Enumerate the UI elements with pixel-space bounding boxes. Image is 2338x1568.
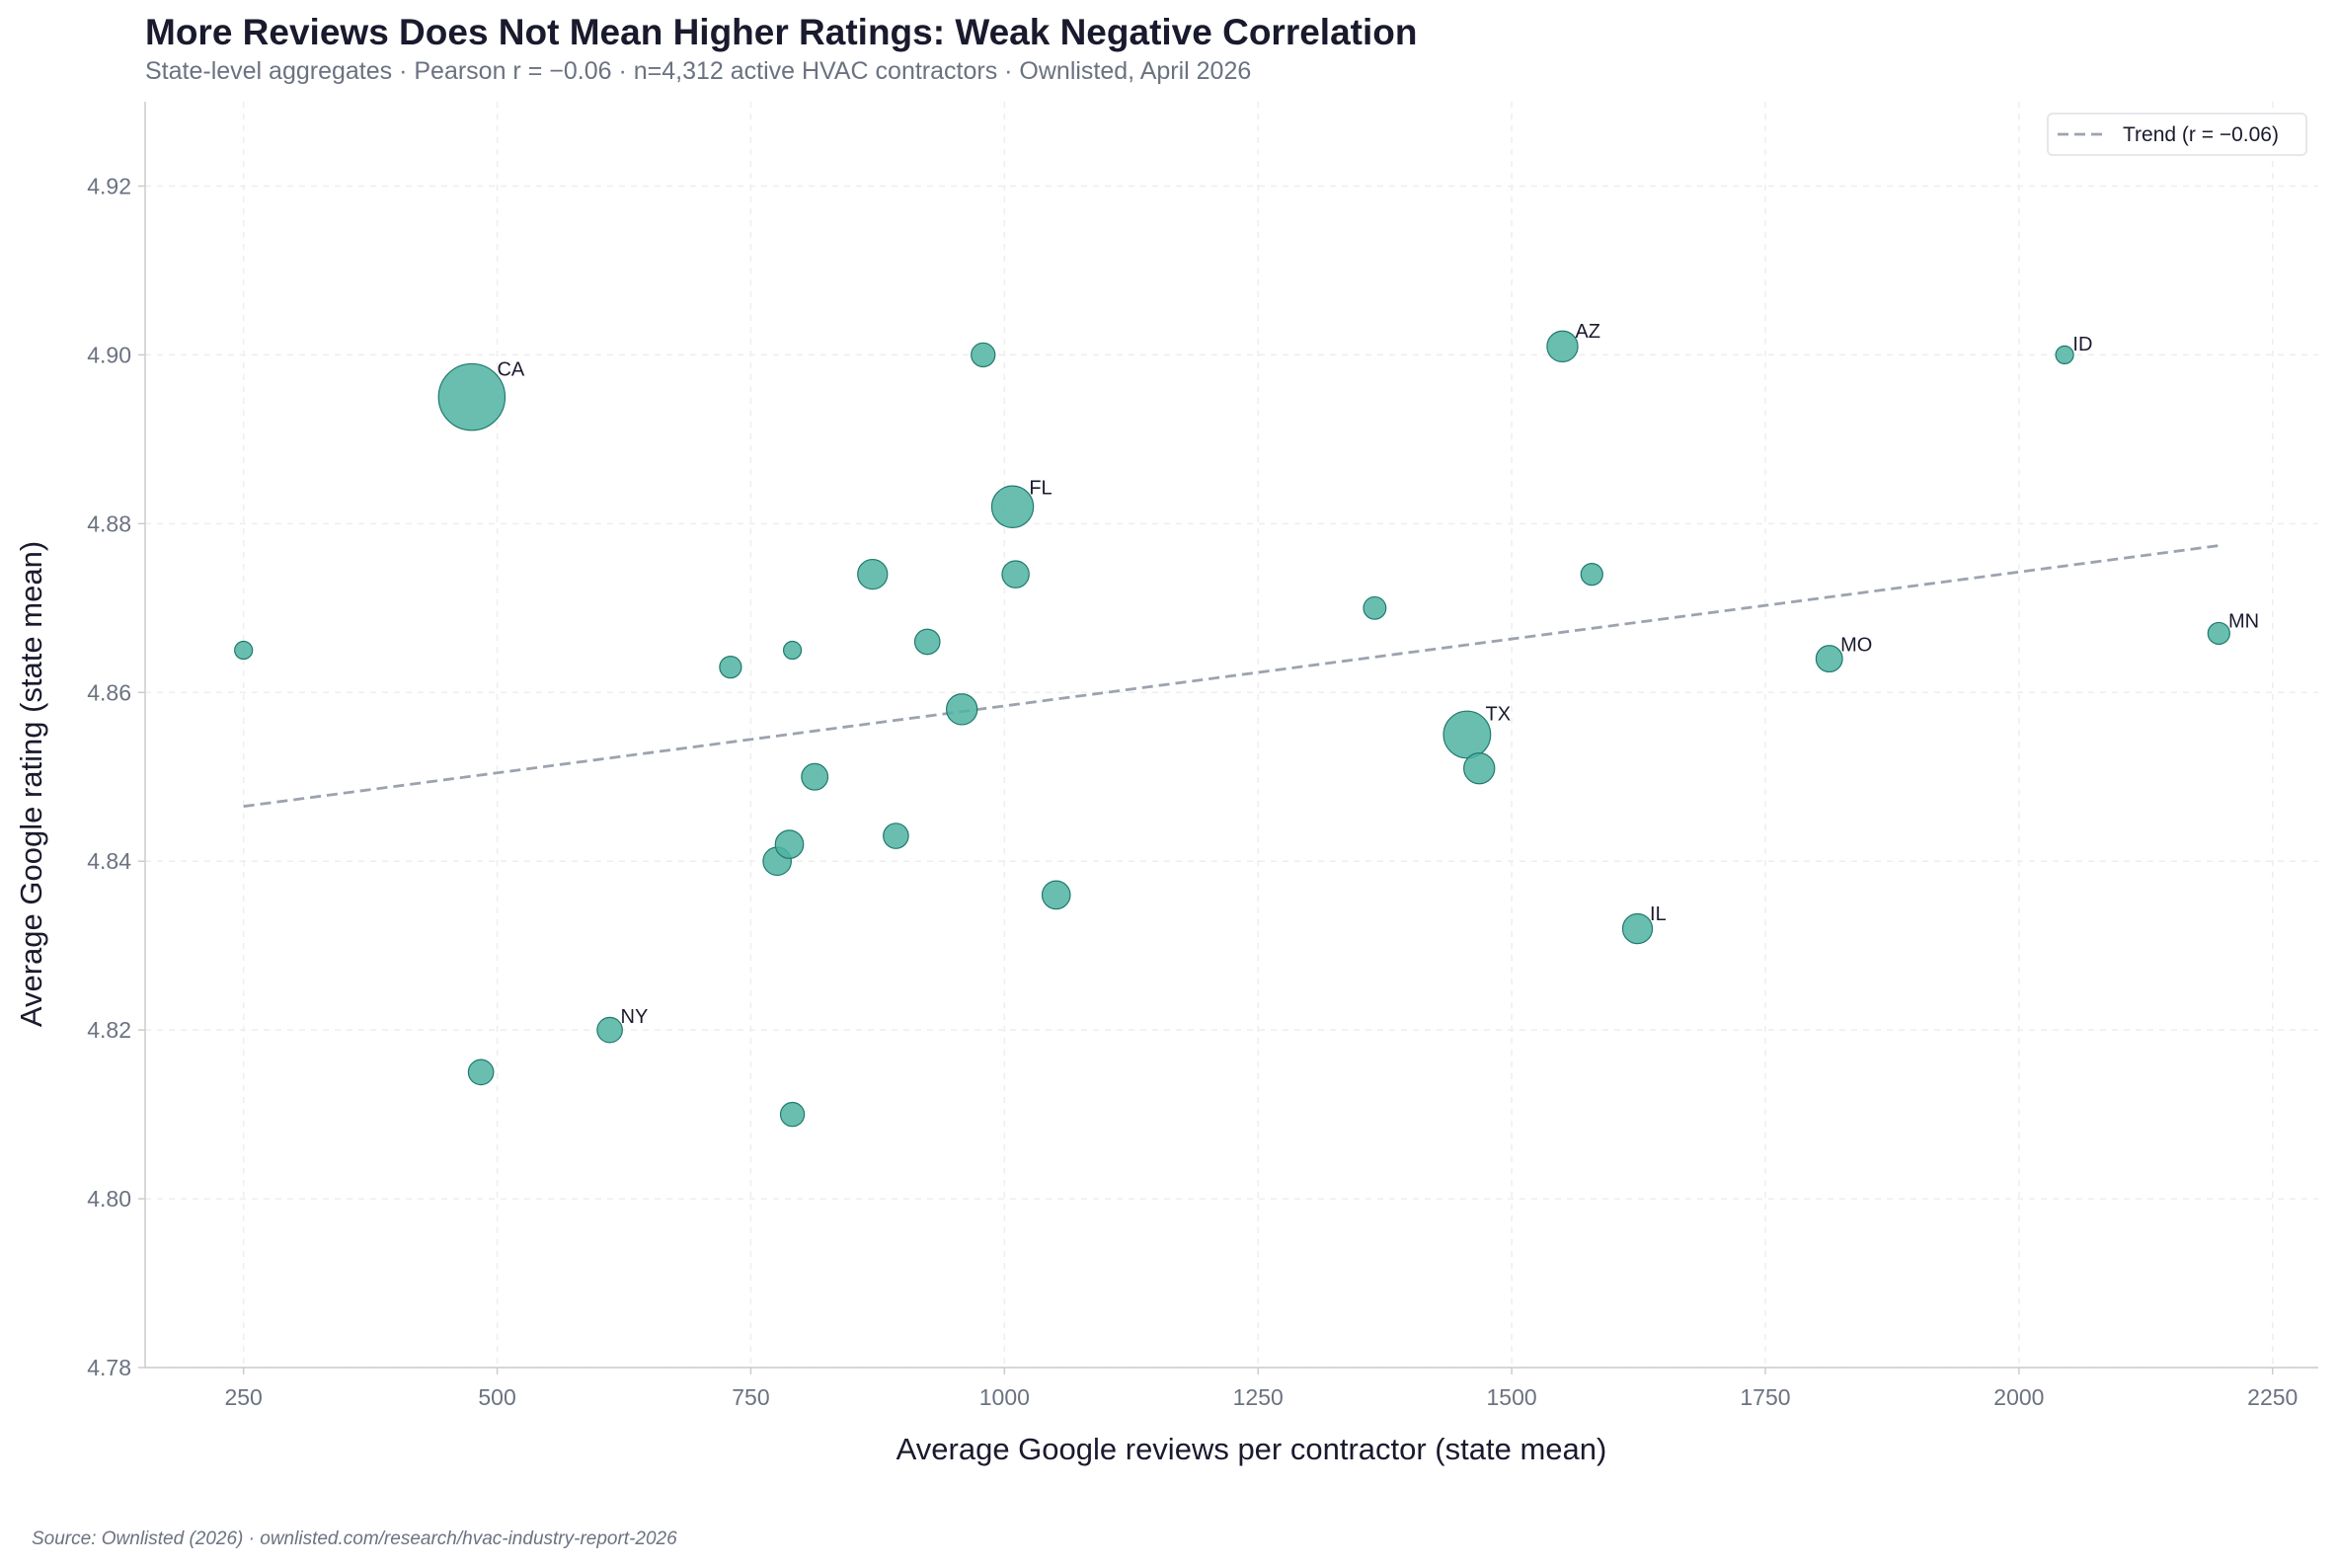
chart-subtitle: State-level aggregates · Pearson r = −0.… [145, 57, 1252, 85]
y-tick-label: 4.80 [87, 1186, 131, 1212]
data-point [234, 640, 254, 661]
x-tick-label: 1750 [1740, 1384, 1790, 1410]
data-point [1463, 751, 1496, 785]
data-point [945, 693, 978, 726]
x-axis-label: Average Google reviews per contractor (s… [896, 1432, 1607, 1466]
point-label: FL [1029, 477, 1052, 499]
point-label: CA [497, 359, 524, 381]
data-point [913, 628, 941, 656]
point-label: TX [1486, 703, 1512, 725]
data-point [2207, 621, 2230, 646]
point-label: MO [1840, 635, 1872, 657]
data-point [1001, 560, 1030, 588]
data-point [1815, 645, 1843, 673]
trend-line [243, 544, 2220, 809]
data-point [990, 485, 1035, 528]
data-point [1580, 562, 1603, 587]
data-point [2055, 345, 2074, 364]
point-label: MN [2228, 611, 2259, 633]
y-tick-label: 4.90 [87, 342, 131, 367]
data-point [883, 823, 909, 849]
point-label: ID [2072, 334, 2092, 355]
data-point [1041, 880, 1071, 910]
point-label: AZ [1575, 321, 1600, 343]
x-tick-label: 250 [224, 1384, 262, 1410]
legend-box [2047, 113, 2307, 156]
data-point [801, 762, 829, 791]
data-point [467, 1058, 495, 1086]
x-tick-label: 1500 [1487, 1384, 1537, 1410]
data-point [971, 342, 996, 368]
y-tick-label: 4.88 [87, 510, 131, 536]
x-tick-label: 1000 [979, 1384, 1030, 1410]
data-point [719, 656, 742, 679]
x-tick-label: 1250 [1233, 1384, 1284, 1410]
x-tick-label: 2250 [2247, 1384, 2298, 1410]
x-tick-label: 2000 [1993, 1384, 2044, 1410]
y-tick-label: 4.84 [87, 848, 131, 874]
source-note: Source: Ownlisted (2026) · ownlisted.com… [32, 1529, 677, 1549]
y-tick-label: 4.78 [87, 1355, 131, 1380]
x-tick-label: 750 [732, 1384, 769, 1410]
point-label: NY [621, 1006, 649, 1028]
chart-title: More Reviews Does Not Mean Higher Rating… [145, 12, 1418, 52]
data-point [437, 362, 507, 431]
y-tick-label: 4.82 [87, 1017, 131, 1043]
data-point [1363, 595, 1387, 620]
data-point [774, 829, 805, 859]
legend-label: Trend (r = −0.06) [2123, 123, 2279, 146]
y-tick-label: 4.92 [87, 173, 131, 198]
data-point [1546, 330, 1579, 363]
data-point [596, 1016, 623, 1044]
data-point [1621, 912, 1654, 945]
data-point [782, 640, 803, 661]
data-point [857, 558, 889, 590]
x-tick-label: 500 [478, 1384, 515, 1410]
point-label: IL [1650, 903, 1667, 925]
data-point [779, 1101, 806, 1128]
data-point [1442, 710, 1492, 759]
y-axis-label: Average Google rating (state mean) [14, 541, 48, 1027]
y-tick-label: 4.86 [87, 679, 131, 705]
